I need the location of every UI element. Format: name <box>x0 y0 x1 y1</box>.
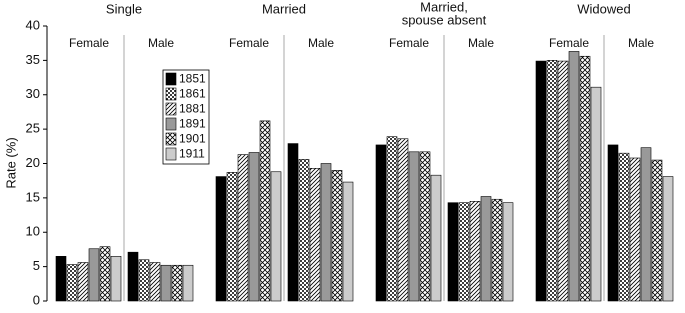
y-tick-label: 25 <box>26 121 40 136</box>
group-label: Female <box>229 36 269 50</box>
group-label: Male <box>468 36 494 50</box>
bar <box>651 159 663 302</box>
bar <box>535 60 547 302</box>
bar <box>342 181 354 302</box>
y-tick-label: 40 <box>26 17 40 32</box>
bar <box>248 152 260 302</box>
bar <box>618 152 630 302</box>
bar <box>270 171 282 302</box>
bar <box>298 159 310 302</box>
bar <box>629 157 641 302</box>
bar <box>480 196 492 302</box>
bar <box>447 202 459 302</box>
bar <box>138 259 150 302</box>
bar <box>375 144 387 302</box>
bar <box>215 176 227 302</box>
bar <box>662 176 674 302</box>
bar <box>469 201 481 302</box>
panel-title: Single <box>106 1 142 16</box>
group-label: Male <box>628 36 654 50</box>
legend-label: 1891 <box>179 117 206 131</box>
bar <box>287 143 299 302</box>
bar <box>491 198 503 302</box>
group-label: Female <box>69 36 109 50</box>
bar <box>182 264 194 302</box>
bar <box>607 144 619 302</box>
bar <box>331 170 343 302</box>
bar <box>579 55 591 302</box>
panel-title: Widowed <box>577 1 630 16</box>
bar <box>66 264 78 302</box>
legend-swatch <box>165 147 177 161</box>
legend-swatch <box>165 87 177 101</box>
bar <box>77 262 89 302</box>
bar <box>397 138 409 302</box>
bar <box>502 202 514 302</box>
legend-label: 1911 <box>179 147 205 161</box>
bar <box>226 172 238 302</box>
y-tick-label: 15 <box>26 189 40 204</box>
bar <box>259 120 271 302</box>
legend-label: 1901 <box>179 132 206 146</box>
y-axis-label: Rate (%) <box>3 137 18 188</box>
legend-label: 1881 <box>179 102 206 116</box>
bar <box>546 60 558 302</box>
bar <box>309 168 321 302</box>
group-label: Female <box>549 36 589 50</box>
legend-swatch <box>165 72 177 86</box>
y-tick-label: 35 <box>26 52 40 67</box>
bar <box>160 264 172 302</box>
bar <box>127 251 139 302</box>
bar <box>557 60 569 302</box>
panel-title: Married, <box>420 0 468 14</box>
bar <box>386 136 398 302</box>
bar <box>408 151 420 302</box>
y-tick-label: 0 <box>33 292 40 307</box>
bar <box>237 154 249 302</box>
bar <box>640 147 652 302</box>
legend-swatch <box>165 132 177 146</box>
panel-title: spouse absent <box>402 12 487 27</box>
y-tick-label: 5 <box>33 258 40 273</box>
y-tick-label: 20 <box>26 155 40 170</box>
bar <box>568 51 580 302</box>
bar <box>590 86 602 302</box>
panel-title: Married <box>262 1 306 16</box>
legend-label: 1861 <box>179 87 206 101</box>
bar <box>419 151 431 302</box>
bar <box>55 256 67 302</box>
bar <box>430 174 442 302</box>
y-tick-label: 10 <box>26 224 40 239</box>
legend-label: 1851 <box>179 72 206 86</box>
y-tick-label: 30 <box>26 86 40 101</box>
bar <box>110 256 122 302</box>
group-label: Male <box>308 36 334 50</box>
bar <box>149 262 161 302</box>
group-label: Female <box>389 36 429 50</box>
bar <box>320 163 332 302</box>
bar <box>171 264 183 302</box>
group-label: Male <box>148 36 174 50</box>
legend-swatch <box>165 117 177 131</box>
bar <box>99 246 111 302</box>
bar <box>458 202 470 302</box>
bar <box>88 248 100 302</box>
legend-swatch <box>165 102 177 116</box>
